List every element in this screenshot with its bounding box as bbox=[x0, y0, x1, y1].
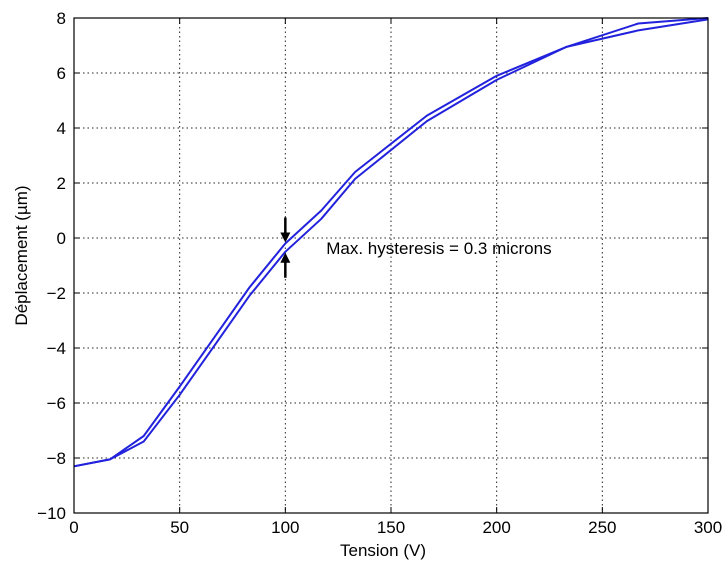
hysteresis-arrows bbox=[280, 217, 291, 278]
y-tick-label: −10 bbox=[37, 504, 66, 523]
x-tick-labels: 0 50 100 150 200 250 300 bbox=[69, 518, 722, 537]
y-axis-label: Déplacement (µm) bbox=[12, 185, 31, 325]
y-tick-labels: 8 6 4 2 0 −2 −4 −6 −8 −10 bbox=[37, 9, 66, 523]
y-tick-label: 0 bbox=[57, 229, 66, 248]
arrow-up-head bbox=[280, 252, 291, 263]
x-axis-label: Tension (V) bbox=[340, 541, 426, 560]
hysteresis-annotation: Max. hysteresis = 0.3 microns bbox=[326, 239, 551, 258]
x-tick-label: 0 bbox=[69, 518, 78, 537]
plot-frame bbox=[73, 17, 709, 514]
y-tick-label: −2 bbox=[47, 284, 66, 303]
x-tick-label: 150 bbox=[377, 518, 405, 537]
y-tick-label: −8 bbox=[47, 449, 66, 468]
y-tick-label: −6 bbox=[47, 394, 66, 413]
y-tick-label: 8 bbox=[57, 9, 66, 28]
x-tick-label: 100 bbox=[271, 518, 299, 537]
series-lines bbox=[73, 17, 709, 468]
grid-lines bbox=[73, 17, 709, 514]
y-tick-label: 2 bbox=[57, 174, 66, 193]
arrow-down-head bbox=[280, 232, 291, 243]
y-tick-label: 4 bbox=[57, 119, 66, 138]
x-tick-label: 200 bbox=[482, 518, 510, 537]
y-tick-label: −4 bbox=[47, 339, 66, 358]
y-tick-label: 6 bbox=[57, 64, 66, 83]
series-line-2 bbox=[73, 18, 709, 468]
x-tick-label: 250 bbox=[588, 518, 616, 537]
x-tick-label: 50 bbox=[170, 518, 189, 537]
x-tick-label: 300 bbox=[694, 518, 722, 537]
